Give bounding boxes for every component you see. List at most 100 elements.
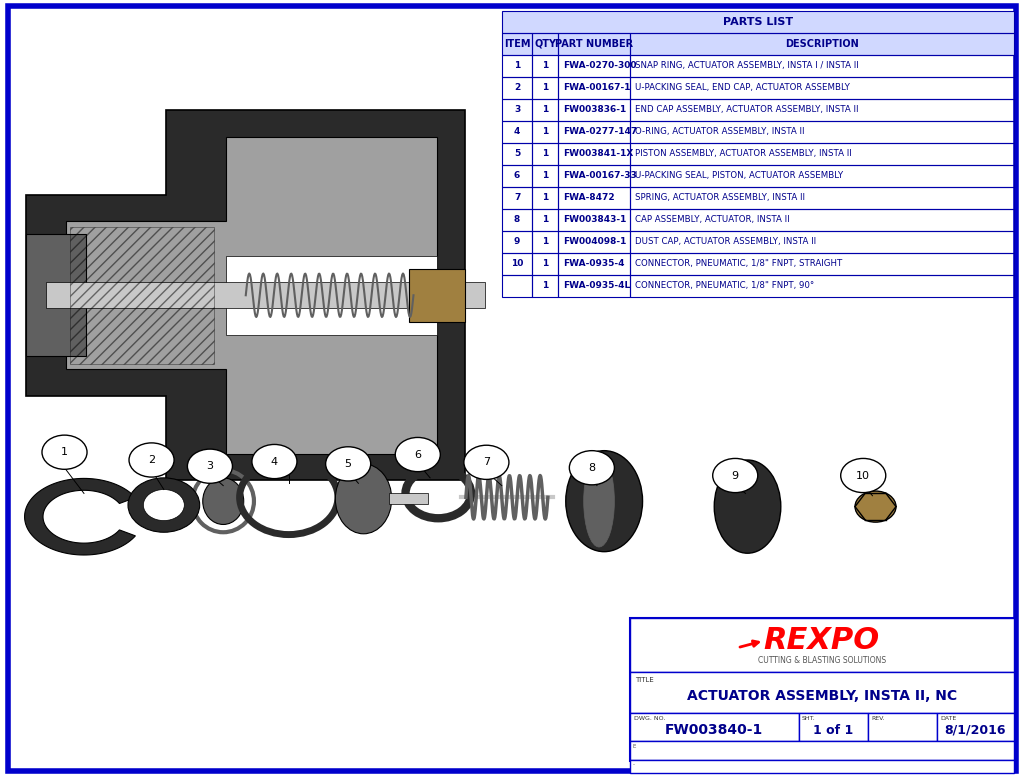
Bar xyxy=(502,253,532,275)
Text: FW003843-1: FW003843-1 xyxy=(563,215,627,225)
Circle shape xyxy=(464,445,509,479)
Bar xyxy=(502,209,532,231)
Text: REV.: REV. xyxy=(870,716,885,722)
Text: FWA-8472: FWA-8472 xyxy=(563,193,614,202)
Text: DATE: DATE xyxy=(940,716,956,722)
Bar xyxy=(502,77,532,99)
Bar xyxy=(502,121,532,143)
Bar xyxy=(502,275,532,297)
Text: 7: 7 xyxy=(514,193,520,202)
Bar xyxy=(630,760,1014,773)
Bar xyxy=(558,55,630,77)
Circle shape xyxy=(841,458,886,493)
Bar xyxy=(630,99,1014,121)
Circle shape xyxy=(128,478,200,532)
Text: SHT.: SHT. xyxy=(802,716,815,722)
Bar xyxy=(389,493,428,504)
Text: ITEM: ITEM xyxy=(504,39,530,49)
Bar xyxy=(630,618,1014,761)
Text: PISTON ASSEMBLY, ACTUATOR ASSEMBLY, INSTA II: PISTON ASSEMBLY, ACTUATOR ASSEMBLY, INST… xyxy=(635,149,852,159)
Circle shape xyxy=(42,435,87,469)
Text: 6: 6 xyxy=(514,172,520,180)
Bar xyxy=(630,33,1014,55)
Bar xyxy=(558,143,630,165)
Bar xyxy=(502,186,532,209)
Bar xyxy=(225,256,437,335)
Text: 3: 3 xyxy=(514,106,520,114)
Bar xyxy=(630,77,1014,99)
Bar xyxy=(532,77,558,99)
Bar xyxy=(558,275,630,297)
Text: PARTS LIST: PARTS LIST xyxy=(723,17,793,27)
Text: 10: 10 xyxy=(511,260,523,268)
Text: 1: 1 xyxy=(542,237,549,246)
Bar xyxy=(502,143,532,165)
Text: -: - xyxy=(633,762,635,768)
Bar xyxy=(630,253,1014,275)
Bar xyxy=(502,33,532,55)
Bar xyxy=(502,11,1014,33)
Text: 9: 9 xyxy=(732,471,738,480)
Bar xyxy=(558,121,630,143)
Text: DUST CAP, ACTUATOR ASSEMBLY, INSTA II: DUST CAP, ACTUATOR ASSEMBLY, INSTA II xyxy=(635,237,816,246)
Text: 7: 7 xyxy=(483,458,489,467)
Circle shape xyxy=(326,447,371,481)
Bar xyxy=(630,209,1014,231)
Bar xyxy=(630,672,1014,713)
Bar xyxy=(502,33,532,55)
Bar xyxy=(532,143,558,165)
Text: 3: 3 xyxy=(207,462,213,471)
Bar xyxy=(502,99,532,121)
Bar xyxy=(532,55,558,77)
Text: SNAP RING, ACTUATOR ASSEMBLY, INSTA I / INSTA II: SNAP RING, ACTUATOR ASSEMBLY, INSTA I / … xyxy=(635,61,859,71)
Text: PART NUMBER: PART NUMBER xyxy=(555,39,633,49)
Text: FW003836-1: FW003836-1 xyxy=(563,106,627,114)
Text: 8/1/2016: 8/1/2016 xyxy=(944,724,1007,737)
Text: 1 of 1: 1 of 1 xyxy=(813,724,853,737)
Text: 1: 1 xyxy=(542,127,549,136)
Text: O-RING, ACTUATOR ASSEMBLY, INSTA II: O-RING, ACTUATOR ASSEMBLY, INSTA II xyxy=(635,127,805,136)
Bar xyxy=(630,121,1014,143)
Text: 1: 1 xyxy=(542,83,549,92)
Text: FW003840-1: FW003840-1 xyxy=(666,723,763,737)
Bar xyxy=(532,33,558,55)
Bar xyxy=(558,165,630,186)
Bar xyxy=(630,55,1014,77)
Text: 4: 4 xyxy=(514,127,520,136)
Bar xyxy=(558,77,630,99)
Circle shape xyxy=(713,458,758,493)
Bar xyxy=(799,713,868,741)
Text: 1: 1 xyxy=(542,61,549,71)
Ellipse shape xyxy=(335,464,391,534)
Bar xyxy=(532,165,558,186)
Bar xyxy=(558,186,630,209)
Text: 1: 1 xyxy=(514,61,520,71)
Bar xyxy=(532,186,558,209)
Text: 1: 1 xyxy=(542,281,549,291)
Circle shape xyxy=(143,490,184,521)
Bar xyxy=(630,275,1014,297)
Text: 1: 1 xyxy=(542,215,549,225)
Bar xyxy=(558,253,630,275)
Ellipse shape xyxy=(203,478,244,524)
Polygon shape xyxy=(26,110,465,480)
Bar xyxy=(558,209,630,231)
Bar xyxy=(558,231,630,253)
Text: 1: 1 xyxy=(542,260,549,268)
Ellipse shape xyxy=(584,455,614,547)
Ellipse shape xyxy=(565,451,643,552)
Text: FWA-00167-33: FWA-00167-33 xyxy=(563,172,637,180)
Text: ACTUATOR ASSEMBLY, INSTA II, NC: ACTUATOR ASSEMBLY, INSTA II, NC xyxy=(687,688,956,702)
Text: U-PACKING SEAL, PISTON, ACTUATOR ASSEMBLY: U-PACKING SEAL, PISTON, ACTUATOR ASSEMBL… xyxy=(635,172,843,180)
Polygon shape xyxy=(25,479,135,555)
Bar xyxy=(630,231,1014,253)
Text: SPRING, ACTUATOR ASSEMBLY, INSTA II: SPRING, ACTUATOR ASSEMBLY, INSTA II xyxy=(635,193,805,202)
Text: QTY: QTY xyxy=(535,39,556,49)
Bar xyxy=(532,253,558,275)
Bar xyxy=(532,231,558,253)
Bar xyxy=(26,235,86,356)
Circle shape xyxy=(252,444,297,479)
Bar xyxy=(502,11,1014,33)
Bar xyxy=(558,33,630,55)
Text: FWA-0277-147: FWA-0277-147 xyxy=(563,127,638,136)
